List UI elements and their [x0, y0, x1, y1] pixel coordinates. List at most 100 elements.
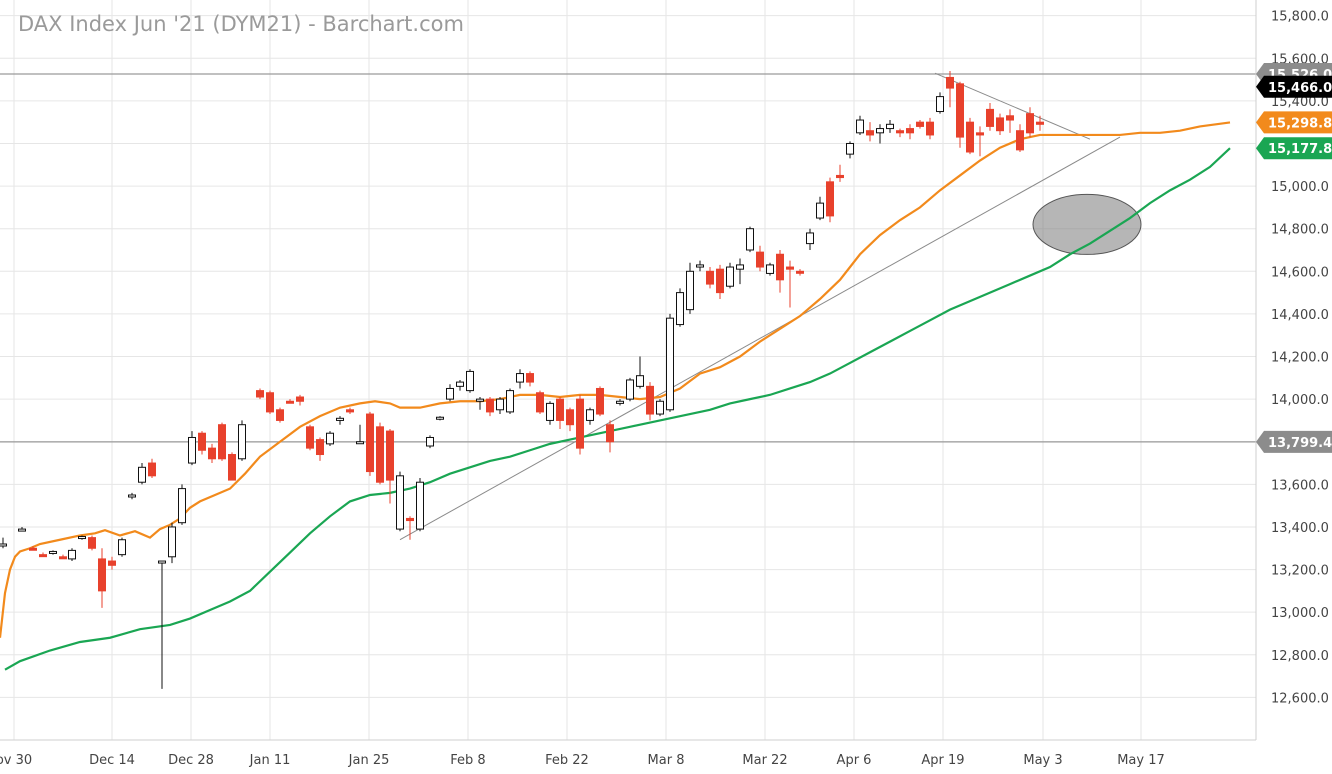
candle [326, 431, 334, 446]
candle [466, 369, 474, 393]
candle [168, 522, 176, 564]
candle [816, 196, 824, 221]
candle-body [836, 174, 844, 179]
x-tick-label: May 3 [1023, 753, 1062, 768]
candle-body [656, 400, 664, 415]
candle-body [816, 202, 824, 219]
candle-body [966, 121, 974, 153]
candle-body [616, 400, 624, 404]
candle [336, 416, 344, 425]
candle-body [266, 392, 274, 413]
x-tick-label: ov 30 [0, 753, 32, 768]
candle-body [956, 83, 964, 138]
y-tick-label: 13,200.0 [1271, 564, 1329, 579]
candle-body [0, 543, 7, 547]
candle-body [946, 76, 954, 89]
candle-body [826, 181, 834, 217]
candle [856, 115, 864, 135]
candle [646, 382, 654, 421]
y-tick-label: 15,800.0 [1271, 10, 1329, 25]
candle-body [1036, 121, 1044, 125]
price-tag-box [1256, 430, 1332, 453]
candle-body [228, 454, 236, 481]
candle-body [896, 130, 904, 134]
y-tick-label: 14,200.0 [1271, 351, 1329, 366]
candle-body [88, 537, 96, 549]
candle [118, 537, 126, 557]
candle [436, 416, 444, 421]
y-axis-ticks: 12,600.0 12,800.0 13,000.0 13,200.0 13,400.0… [1271, 10, 1329, 707]
candle-body [158, 560, 166, 564]
candle-body [416, 481, 424, 530]
candle-body [886, 123, 894, 130]
x-tick-label: Apr 19 [921, 753, 964, 768]
candle [546, 401, 554, 425]
candle-body [256, 390, 264, 398]
x-tick-label: May 17 [1117, 753, 1165, 768]
highlight-ellipse [1032, 193, 1142, 255]
candle-body [68, 549, 76, 560]
candle [736, 258, 744, 285]
y-tick-label: 15,400.0 [1271, 95, 1329, 110]
y-tick-label: 14,400.0 [1271, 308, 1329, 323]
candle [218, 422, 226, 461]
candle [806, 228, 814, 250]
candle-body [866, 130, 874, 136]
candle [676, 288, 684, 327]
candle-body [566, 409, 574, 426]
candle [506, 388, 514, 415]
candle [306, 424, 314, 451]
candle [876, 124, 884, 144]
candle [228, 452, 236, 481]
candle-body [696, 264, 704, 268]
candle-body [168, 526, 176, 558]
candle-body [506, 390, 514, 413]
candle [356, 424, 364, 445]
candle [496, 397, 504, 415]
candle [486, 397, 494, 417]
x-tick-label: Mar 22 [742, 753, 787, 768]
candle [98, 548, 106, 608]
y-tick-label: 12,600.0 [1271, 691, 1329, 706]
candle-body [596, 387, 604, 415]
candle [706, 267, 714, 289]
candle [406, 516, 414, 540]
candle [426, 435, 434, 449]
candle-body [138, 466, 146, 483]
candle [556, 397, 564, 429]
candle [446, 384, 454, 402]
candle-body [766, 264, 774, 274]
candle [796, 269, 804, 276]
candle [756, 245, 764, 272]
candle [896, 128, 904, 138]
candle-body [496, 398, 504, 411]
candle-body [59, 556, 67, 560]
candle-body [476, 398, 484, 402]
candle [866, 122, 874, 142]
trend-line-up [399, 136, 1121, 541]
candle-body [746, 228, 754, 251]
candle-body [546, 402, 554, 421]
candle-body [446, 387, 454, 400]
candle [746, 226, 754, 253]
candle-body [846, 142, 854, 155]
series-line-2 [4, 147, 1231, 671]
candle [916, 120, 924, 129]
candle [158, 560, 166, 689]
candle [996, 113, 1004, 135]
candle [1016, 124, 1024, 152]
candle [0, 537, 7, 549]
price-tag: 15,298.8 [1256, 111, 1332, 134]
candle [68, 548, 76, 562]
x-tick-label: Jan 11 [249, 753, 291, 768]
candle-body [516, 373, 524, 383]
candle-body [996, 117, 1004, 132]
candle-body [118, 539, 126, 556]
x-tick-label: Jan 25 [348, 753, 390, 768]
candle-body [39, 554, 47, 558]
candle-body [366, 413, 374, 473]
candle [986, 103, 994, 131]
candle [606, 420, 614, 453]
candle [936, 92, 944, 114]
